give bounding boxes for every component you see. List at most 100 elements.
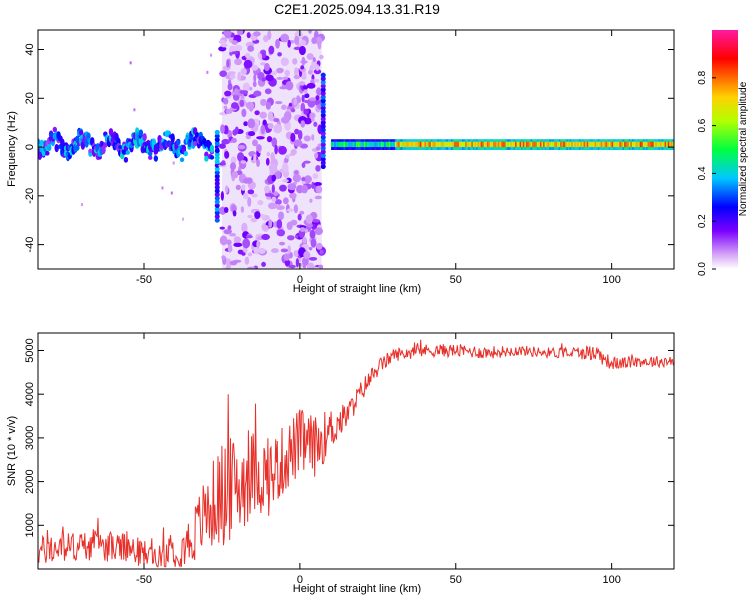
spectrogram-cell	[432, 141, 435, 148]
spectrogram-cell	[639, 141, 643, 148]
spectrogram-cell	[247, 197, 252, 207]
spectrogram-cell	[438, 141, 442, 148]
spectrogram-cell	[280, 33, 290, 43]
spectrogram-cell	[320, 79, 326, 85]
spectrogram-cell	[88, 148, 93, 154]
spectrogram-cell	[354, 141, 357, 148]
spectrogram-cell	[214, 133, 220, 139]
spectrogram-cell	[664, 141, 668, 148]
spectrogram-cell	[608, 141, 611, 148]
snr-ticks: -50 0 50 100 1000 2000 3000 4000 5000	[24, 333, 674, 586]
spectrogram-cell	[376, 141, 379, 148]
spectrogram-cell	[263, 35, 269, 43]
spectrogram-cell	[182, 217, 185, 221]
spectrogram-cell	[379, 141, 382, 148]
spectrogram-cell	[504, 141, 507, 148]
spectrogram-cell	[221, 138, 230, 145]
snr-series	[37, 339, 675, 568]
spectrogram-cell	[206, 70, 209, 74]
spectrogram-cell	[142, 133, 147, 142]
spectrogram-cell	[558, 141, 562, 148]
spectrogram-cell	[103, 142, 108, 148]
spectrogram-cell	[388, 141, 392, 148]
spectrogram-cell	[575, 141, 579, 148]
spectrogram-cell	[486, 141, 490, 148]
spectrogram-cell	[409, 141, 412, 148]
spectrogram-cell	[497, 141, 501, 148]
spectrogram-cell	[343, 141, 346, 148]
spectrogram-cell	[627, 141, 630, 148]
spectrogram-cell	[287, 245, 291, 255]
spectrogram-cell	[561, 141, 565, 148]
spectrogram-cell	[578, 141, 582, 148]
spectrogram-cell	[611, 141, 615, 148]
spectrogram-cell	[233, 242, 243, 248]
spectrogram-cell	[628, 141, 632, 148]
spectrogram-cell	[564, 141, 568, 148]
spectrogram-cell	[293, 98, 298, 106]
spectrogram-cell	[231, 137, 237, 143]
spectrogram-cell	[264, 185, 270, 194]
spectrogram-cell	[302, 74, 307, 80]
spectrogram-cell	[241, 252, 246, 256]
spectrogram-cell	[247, 118, 256, 129]
snr-ylabel: SNR (10 * v/v)	[6, 416, 18, 486]
spectrogram-cell	[276, 67, 284, 74]
spectrogram-cell	[449, 141, 452, 148]
spectrogram-cell	[320, 72, 326, 78]
spectrogram-cell	[243, 59, 253, 69]
spectrogram-cell	[245, 52, 251, 59]
spectrogram-cell	[669, 141, 672, 148]
spectrogram-cell	[267, 30, 272, 40]
spectrogram-cell	[430, 141, 434, 148]
spectrogram-cell	[221, 255, 226, 261]
spectrogram-cell	[237, 30, 242, 36]
spectrogram-cell	[293, 139, 303, 147]
spectrogram-cell	[245, 101, 255, 110]
spectrogram-cell	[462, 141, 465, 148]
noise-background	[221, 30, 322, 269]
spectrogram-cell	[631, 141, 635, 148]
spectrogram-cell	[314, 78, 320, 83]
spectrogram-cell	[288, 102, 293, 107]
spectrogram-cell	[373, 141, 376, 148]
spectrogram-cell	[469, 141, 473, 148]
spectrogram-cell	[214, 217, 220, 223]
spectrogram-cell	[519, 141, 523, 148]
spectrogram-cell	[588, 141, 591, 148]
spectrogram-cell	[254, 211, 261, 220]
spectrogram-cell	[275, 101, 283, 105]
spectrogram-cell	[220, 191, 224, 201]
spectrogram-cell	[227, 71, 236, 75]
spectrogram-cell	[303, 251, 311, 259]
spectrogram-cell	[256, 144, 262, 152]
spectrogram-cell	[574, 141, 577, 148]
spectrogram-cell	[622, 141, 625, 148]
spectrogram-cell	[268, 45, 275, 55]
spectrogram-cell	[597, 141, 601, 148]
spectrogram-cell	[496, 141, 499, 148]
spectrogram-cell	[341, 141, 345, 148]
spectrogram-cell	[301, 184, 308, 194]
spectrogram-cell	[267, 122, 274, 130]
spectrogram-cell	[320, 109, 326, 115]
colorbar-gradient	[712, 30, 738, 269]
spectrogram-cell	[185, 135, 190, 140]
spectrogram-cell	[638, 141, 641, 148]
spectrogram-cell	[421, 141, 424, 148]
spectrogram-cell	[313, 181, 322, 187]
spectrogram-cell	[214, 137, 220, 143]
spectrogram-cell	[311, 134, 315, 141]
spectrogram-cell	[256, 240, 260, 249]
spectrogram-cell	[225, 265, 231, 269]
spectrogram-cell	[204, 155, 209, 162]
spectrogram-cell	[402, 141, 406, 148]
spectrogram-cell	[266, 151, 271, 157]
spectrogram-cell	[535, 141, 538, 148]
spectrogram-cell	[219, 70, 228, 77]
spectrogram-cell	[320, 116, 326, 122]
spectrogram-cell	[320, 127, 326, 133]
spectrogram-cell	[258, 247, 266, 255]
spectrogram-cell	[241, 222, 248, 233]
